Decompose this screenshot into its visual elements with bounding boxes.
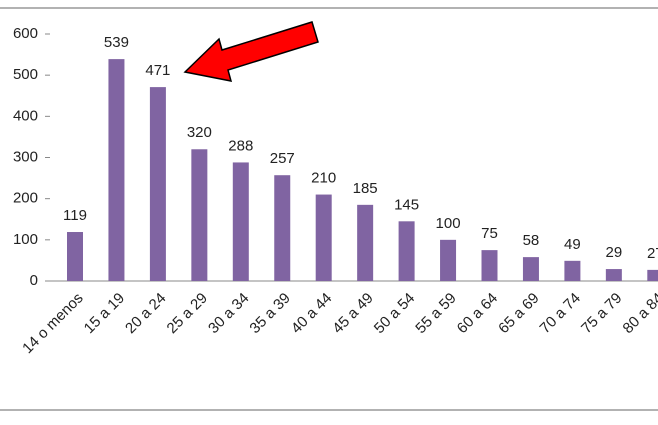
x-tick-label: 50 a 54 — [371, 290, 418, 337]
bar — [647, 269, 658, 281]
data-label: 145 — [394, 196, 419, 213]
x-tick-label: 25 a 29 — [164, 290, 211, 337]
bar — [149, 87, 166, 281]
bar — [191, 149, 208, 281]
data-label: 288 — [228, 137, 253, 154]
x-tick-label: 35 a 39 — [246, 290, 293, 337]
data-label: 119 — [63, 207, 87, 224]
y-tick-label: 200 — [13, 190, 38, 207]
data-label: 49 — [564, 236, 581, 253]
data-label: 100 — [436, 215, 461, 232]
x-tick-label: 55 a 59 — [412, 290, 459, 337]
arrow — [183, 21, 319, 82]
x-tick-label: 14 o menos — [19, 290, 86, 357]
bar — [481, 250, 498, 281]
x-tick-label: 70 a 74 — [537, 290, 584, 337]
y-tick-label: 500 — [13, 66, 38, 83]
bar — [67, 232, 83, 281]
bar — [274, 175, 291, 281]
bar — [357, 204, 374, 281]
x-tick-label: 20 a 24 — [122, 290, 169, 337]
y-tick-label: 100 — [13, 231, 38, 248]
bar — [522, 257, 539, 281]
y-tick-label: 600 — [13, 25, 38, 42]
y-tick-label: 0 — [30, 272, 38, 289]
x-tick-label: 15 a 19 — [81, 290, 128, 337]
data-label: 210 — [311, 170, 336, 187]
bar — [315, 194, 332, 281]
bar — [605, 269, 622, 281]
bar — [440, 239, 457, 281]
bar — [564, 260, 581, 281]
bar — [108, 59, 125, 282]
x-tick-label: 75 a 79 — [578, 290, 625, 337]
data-label: 320 — [187, 124, 212, 141]
data-label: 257 — [270, 150, 295, 167]
x-tick-label: 30 a 34 — [205, 290, 252, 337]
bar — [232, 162, 249, 281]
y-tick-label: 300 — [13, 148, 38, 165]
data-label: 471 — [145, 62, 170, 79]
data-label: 29 — [606, 244, 623, 261]
data-label: 539 — [104, 34, 129, 51]
data-label: 27 — [647, 245, 658, 262]
x-tick-label: 45 a 49 — [329, 290, 376, 337]
x-tick-label: 80 a 84 — [620, 290, 658, 337]
x-tick-label: 40 a 44 — [288, 290, 335, 337]
x-tick-label: 65 a 69 — [495, 290, 542, 337]
x-tick-label: 60 a 64 — [454, 290, 501, 337]
bar — [398, 221, 415, 281]
data-label: 58 — [523, 232, 540, 249]
data-label: 185 — [353, 180, 378, 197]
y-tick-label: 400 — [13, 107, 38, 124]
data-label: 75 — [481, 225, 498, 242]
